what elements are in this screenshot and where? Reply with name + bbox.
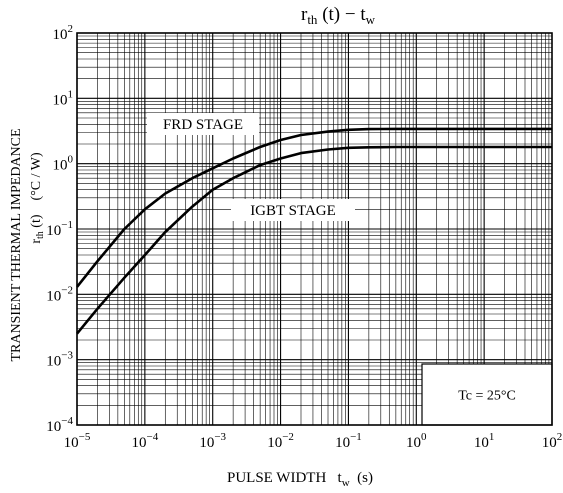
y-axis-unit-label: rth (t) (°C / W) <box>29 152 46 244</box>
annotation-tc: Tc = 25°C <box>458 389 516 404</box>
y-tick-label: 10−1 <box>46 219 73 239</box>
x-tick-label: 10−4 <box>131 431 158 451</box>
x-tick-label: 102 <box>542 431 563 451</box>
x-tick-label: 10−1 <box>335 431 362 451</box>
curves: FRD STAGE IGBT STAGE Tc = 25°C <box>75 113 553 426</box>
y-tick-label: 10−2 <box>46 284 73 304</box>
tick-labels: 10−5 10−4 10−3 10−2 10−1 100 101 10210−410−310−… <box>46 23 562 451</box>
y-tick-label: 10−3 <box>46 350 73 370</box>
y-tick-label: 102 <box>53 23 74 43</box>
x-tick-label: 101 <box>474 431 495 451</box>
x-axis-label: PULSE WIDTH tw (s) <box>227 470 373 489</box>
x-tick-label: 10−5 <box>64 431 91 451</box>
y-tick-label: 10−4 <box>46 415 73 435</box>
series-line-frd-stage <box>75 127 552 288</box>
y-tick-label: 101 <box>53 88 74 108</box>
x-tick-label: 10−3 <box>199 431 226 451</box>
x-tick-label: 100 <box>406 431 427 451</box>
x-tick-label: 10−2 <box>267 431 294 451</box>
y-axis-label: TRANSIENT THERMAL IMPEDANCE <box>9 128 24 361</box>
series-label-frd-stage-bg <box>147 113 259 135</box>
series-label-igbt-stage: IGBT STAGE <box>250 203 336 219</box>
series-label-frd-stage: FRD STAGE <box>163 117 243 133</box>
series-label-igbt-stage-bg <box>231 199 355 221</box>
chart-title: rth (t) − tw <box>301 4 376 27</box>
series-line-igbt-stage <box>75 145 552 335</box>
y-tick-label: 100 <box>53 154 74 174</box>
plot-frame <box>76 32 553 426</box>
